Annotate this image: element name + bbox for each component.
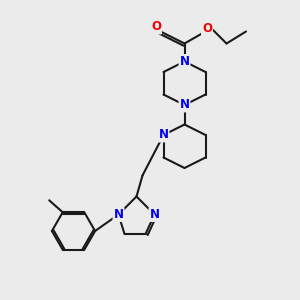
Text: N: N <box>179 98 190 112</box>
Text: N: N <box>113 208 124 221</box>
Text: O: O <box>151 20 161 34</box>
Text: N: N <box>158 128 169 142</box>
Text: O: O <box>202 22 212 35</box>
Text: N: N <box>149 208 160 221</box>
Text: N: N <box>179 55 190 68</box>
